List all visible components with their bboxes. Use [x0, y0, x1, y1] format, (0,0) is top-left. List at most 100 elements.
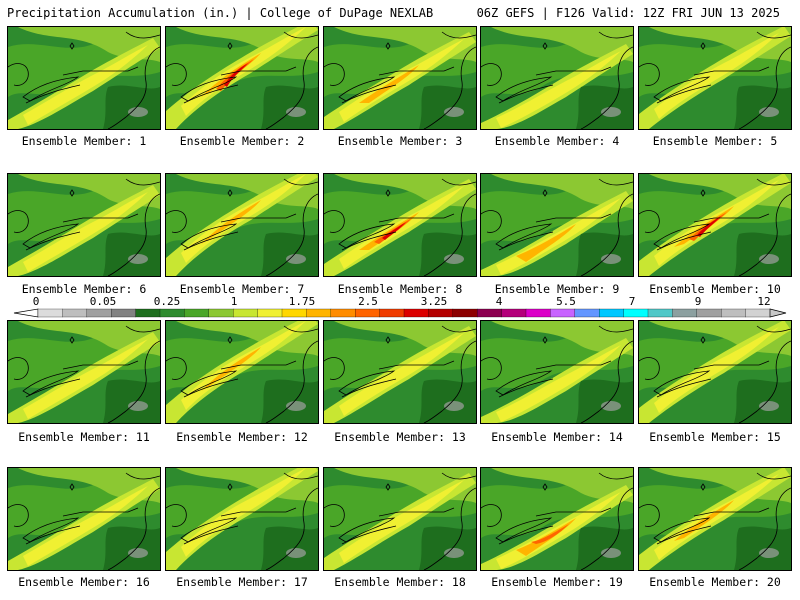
coastline	[738, 487, 791, 570]
colorbar-tick-label: 0.25	[153, 295, 181, 308]
station-marker	[227, 42, 233, 50]
precip-core-darkorange	[531, 524, 569, 544]
river-outline	[125, 178, 160, 186]
lake-ontario-outline	[341, 231, 397, 251]
lake-erie-outline	[653, 223, 711, 249]
precip-low-area	[261, 526, 318, 570]
lake-erie-outline	[22, 370, 80, 396]
precip-map	[639, 468, 791, 570]
colorbar-tick-label: 1	[230, 295, 238, 308]
coastline	[738, 46, 791, 129]
river-outline	[441, 178, 476, 186]
ensemble-panel-2	[165, 26, 319, 130]
lake-erie-outline	[338, 370, 396, 396]
border-line	[378, 507, 455, 517]
ensemble-member-label: Ensemble Member: 8	[337, 282, 463, 296]
ensemble-panel-5	[638, 26, 792, 130]
colorbar-swatch	[428, 308, 454, 318]
precip-axis-yellow	[181, 174, 306, 263]
precip-core-red	[697, 216, 721, 237]
precip-low-area	[734, 379, 791, 423]
precip-axis-yellow	[654, 327, 779, 413]
station-marker	[69, 42, 75, 50]
colorbar-swatch	[306, 308, 332, 318]
coastline	[107, 340, 160, 423]
border-line	[220, 213, 297, 223]
precip-trace-area	[601, 254, 621, 264]
lake-ontario-outline	[656, 231, 712, 251]
precip-map	[324, 468, 476, 570]
lake-outline	[481, 357, 502, 380]
precip-map	[639, 27, 791, 129]
lake-ontario-outline	[25, 231, 81, 251]
lake-outline	[639, 210, 660, 233]
border-line	[535, 360, 612, 370]
lake-ontario-outline	[498, 84, 554, 104]
lake-ontario-outline	[183, 231, 239, 251]
precip-band-yellowgreen	[491, 321, 633, 356]
precip-axis-yellow	[654, 474, 779, 560]
station-marker	[227, 483, 233, 491]
colorbar-swatch	[452, 308, 478, 318]
colorbar-swatch	[623, 308, 649, 318]
coastline	[738, 193, 791, 276]
colorbar-swatch	[745, 308, 771, 318]
precip-map	[481, 468, 633, 570]
river-outline	[756, 178, 791, 186]
precip-low-area	[419, 232, 476, 276]
precip-low-area	[103, 232, 160, 276]
lake-ontario-outline	[498, 525, 554, 545]
ensemble-panel-8	[323, 173, 477, 277]
river-outline	[125, 325, 160, 333]
precip-low-area	[261, 85, 318, 129]
ensemble-member-label: Ensemble Member: 3	[337, 134, 463, 148]
coastline	[265, 46, 318, 129]
ensemble-panel-10	[638, 173, 792, 277]
precip-core-red	[382, 222, 406, 240]
coastline	[265, 340, 318, 423]
border-line	[62, 213, 139, 223]
ensemble-panel-11	[7, 320, 161, 424]
coastline	[738, 340, 791, 423]
border-line	[535, 213, 612, 223]
precip-map	[481, 27, 633, 129]
precip-axis-yellow	[181, 321, 306, 410]
lake-erie-outline	[653, 76, 711, 102]
lake-erie-outline	[180, 370, 238, 396]
lake-outline	[639, 63, 660, 86]
ensemble-member-label: Ensemble Member: 9	[494, 282, 620, 296]
ensemble-member-label: Ensemble Member: 13	[334, 430, 466, 444]
lake-outline	[639, 504, 660, 527]
precip-trace-area	[444, 548, 464, 558]
station-marker	[385, 483, 391, 491]
lake-outline	[324, 357, 345, 380]
colorbar-swatch	[672, 308, 698, 318]
precip-low-area	[734, 85, 791, 129]
precip-low-area	[576, 85, 633, 129]
station-marker	[385, 42, 391, 50]
precip-trace-area	[444, 401, 464, 411]
precip-core-orange	[359, 212, 419, 250]
precip-band-yellowgreen	[491, 27, 633, 62]
border-line	[62, 66, 139, 76]
precip-low-area	[576, 232, 633, 276]
lake-outline	[8, 357, 29, 380]
lake-ontario-outline	[183, 525, 239, 545]
station-marker	[700, 42, 706, 50]
lake-ontario-outline	[25, 378, 81, 398]
river-outline	[283, 472, 318, 480]
colorbar-right-arrow	[769, 308, 787, 318]
precip-trace-area	[286, 548, 306, 558]
precip-trace-area	[444, 254, 464, 264]
precip-core-orange	[201, 200, 261, 244]
border-line	[220, 66, 297, 76]
station-marker	[700, 483, 706, 491]
ensemble-panel-17	[165, 467, 319, 571]
coastline	[423, 193, 476, 276]
colorbar-swatch	[159, 308, 185, 318]
lake-erie-outline	[495, 370, 553, 396]
precip-map	[481, 321, 633, 423]
precip-map	[166, 174, 318, 276]
ensemble-member-label: Ensemble Member: 2	[179, 134, 305, 148]
lake-ontario-outline	[25, 525, 81, 545]
